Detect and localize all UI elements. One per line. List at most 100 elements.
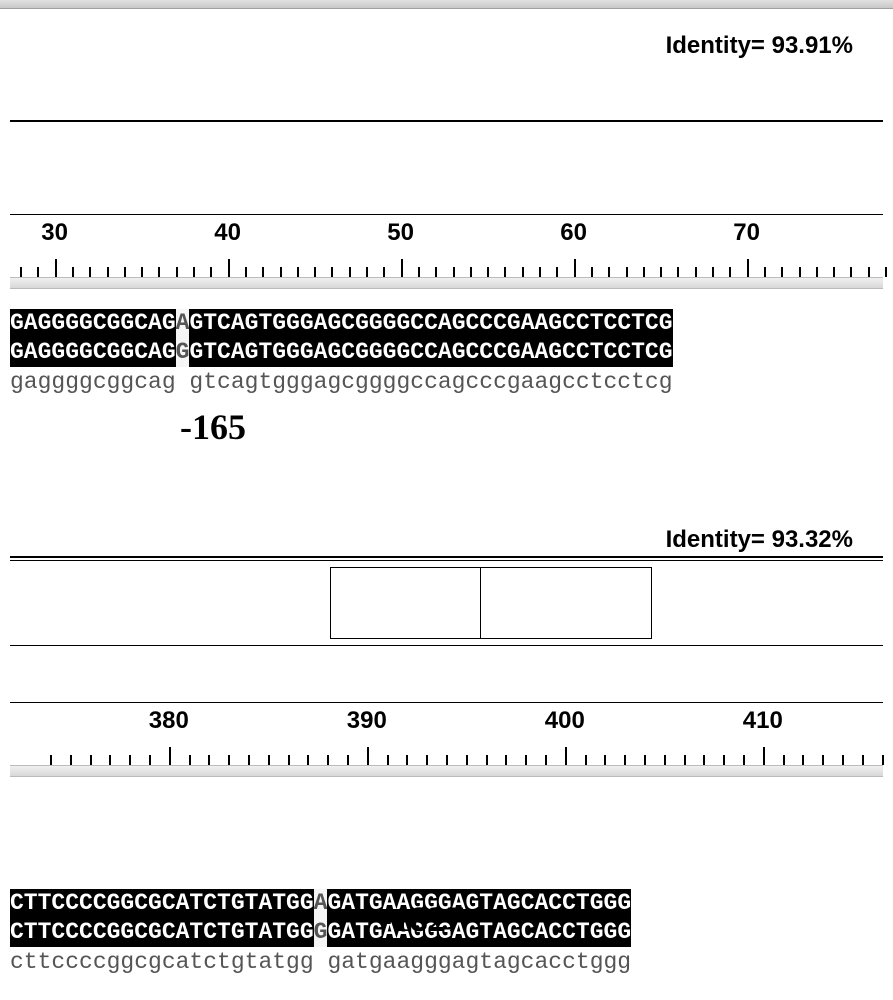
stage: Identity= 93.91% 3040506070 GAGGGGCGGCAG… <box>0 0 893 1000</box>
ruler-tick-major <box>169 747 171 765</box>
ruler-tick-minor <box>608 267 610 277</box>
ruler-tick-minor <box>435 267 437 277</box>
ruler-tick-minor <box>109 755 111 765</box>
ruler-ticks <box>10 245 883 277</box>
ruler-tick-minor <box>129 755 131 765</box>
ruler-tick-minor <box>522 267 524 277</box>
ruler-strip <box>10 277 883 289</box>
ruler-tick-minor <box>406 755 408 765</box>
ruler-tick-minor <box>539 267 541 277</box>
ruler-tick-minor <box>624 755 626 765</box>
ruler-tick-minor <box>842 755 844 765</box>
ruler-tick-major <box>747 259 749 277</box>
seq-segment: G <box>314 918 328 947</box>
ruler-tick-minor <box>643 267 645 277</box>
ruler-tick-minor <box>208 755 210 765</box>
ruler-tick-minor <box>288 755 290 765</box>
alignment-block-2: Identity= 93.32% 380390400410 CTTCCCCGGC… <box>0 103 893 189</box>
ruler-tick-minor <box>816 267 818 277</box>
ruler-tick-minor <box>470 267 472 277</box>
ruler-tick-minor <box>585 755 587 765</box>
ruler-block-2: 380390400410 <box>10 700 883 777</box>
ruler-tick-minor <box>347 755 349 765</box>
ruler-tick-minor <box>868 267 870 277</box>
ruler-tick-minor <box>822 755 824 765</box>
ruler-tick-minor <box>781 267 783 277</box>
ruler-tick-minor <box>268 755 270 765</box>
ruler-tick-major <box>401 259 403 277</box>
ruler-tick-minor <box>505 755 507 765</box>
ruler-tick-minor <box>466 755 468 765</box>
ruler-number: 30 <box>41 219 68 247</box>
ruler-tick-minor <box>37 267 39 277</box>
ruler-tick-minor <box>626 267 628 277</box>
ruler-tick-minor <box>850 267 852 277</box>
ruler-strip <box>10 765 883 777</box>
ruler-tick-minor <box>723 755 725 765</box>
ruler-tick-major <box>763 747 765 765</box>
alignment-block-1: Identity= 93.91% 3040506070 GAGGGGCGGCAG… <box>0 13 893 99</box>
ruler-numbers: 3040506070 <box>10 215 883 245</box>
ruler-number: 380 <box>149 707 189 735</box>
ruler-tick-minor <box>703 755 705 765</box>
overview-box <box>480 567 652 639</box>
ruler-tick-minor <box>799 267 801 277</box>
seq-segment: GTCAGTGGGAGCGGGGCCAGCCCGAAGCCTCCTCG <box>189 338 672 367</box>
ruler-tick-minor <box>556 267 558 277</box>
ruler-tick-minor <box>446 755 448 765</box>
seq-segment: A <box>314 889 328 918</box>
ruler-tick-minor <box>504 267 506 277</box>
ruler-tick-minor <box>72 267 74 277</box>
ruler-tick-minor <box>712 267 714 277</box>
ruler-tick-minor <box>262 267 264 277</box>
ruler-tick-minor <box>383 267 385 277</box>
seq-segment: GTCAGTGGGAGCGGGGCCAGCCCGAAGCCTCCTCG <box>189 309 672 338</box>
ruler-tick-minor <box>802 755 804 765</box>
overview-boxes <box>10 560 883 646</box>
sequence-block-1: GAGGGGCGGCAGAGTCAGTGGGAGCGGGGCCAGCCCGAAG… <box>10 309 893 395</box>
ruler-number: 410 <box>743 707 783 735</box>
seq-segment: GAGGGGCGGCAG <box>10 338 176 367</box>
ruler-tick-minor <box>349 267 351 277</box>
ruler-tick-minor <box>149 755 151 765</box>
ruler-tick-minor <box>176 267 178 277</box>
ruler-tick-minor <box>591 267 593 277</box>
ruler-number: 70 <box>733 219 760 247</box>
ruler-tick-minor <box>248 755 250 765</box>
overview-box <box>330 567 482 639</box>
ruler-tick-minor <box>107 267 109 277</box>
consensus-row: gaggggcggcag gtcagtgggagcggggccagcccgaag… <box>10 367 893 395</box>
seq-segment: GATGAAGGGAGTAGCACCTGGG <box>327 889 631 918</box>
ruler-tick-minor <box>660 267 662 277</box>
ruler-tick-minor <box>743 755 745 765</box>
ruler-tick-minor <box>525 755 527 765</box>
ruler-tick-minor <box>141 267 143 277</box>
ruler-tick-minor <box>862 755 864 765</box>
ruler-number: 40 <box>214 219 241 247</box>
ruler-tick-minor <box>158 267 160 277</box>
ruler-block-1: 3040506070 <box>10 212 883 289</box>
ruler-tick-minor <box>764 267 766 277</box>
divider-line <box>10 120 883 122</box>
ruler-tick-minor <box>677 267 679 277</box>
ruler-tick-minor <box>89 267 91 277</box>
position-label: -165 <box>180 406 246 448</box>
seq-segment: GAGGGGCGGCAG <box>10 309 176 338</box>
overview-divider <box>480 567 481 587</box>
ruler-tick-minor <box>882 755 884 765</box>
ruler-tick-major <box>228 259 230 277</box>
position-label: -1827 <box>380 898 464 940</box>
ruler-tick-minor <box>297 267 299 277</box>
ruler-tick-minor <box>729 267 731 277</box>
window-chrome-bar <box>0 0 893 9</box>
ruler-tick-minor <box>783 755 785 765</box>
ruler-tick-minor <box>50 755 52 765</box>
seq-segment: A <box>176 309 190 338</box>
consensus-row: cttccccggcgcatctgtatgg gatgaagggagtagcac… <box>10 947 893 975</box>
ruler-tick-minor <box>885 267 887 277</box>
ruler-tick-minor <box>545 755 547 765</box>
ruler-numbers: 380390400410 <box>10 703 883 733</box>
ruler-tick-major <box>574 259 576 277</box>
ruler-tick-minor <box>280 267 282 277</box>
ruler-tick-minor <box>604 755 606 765</box>
